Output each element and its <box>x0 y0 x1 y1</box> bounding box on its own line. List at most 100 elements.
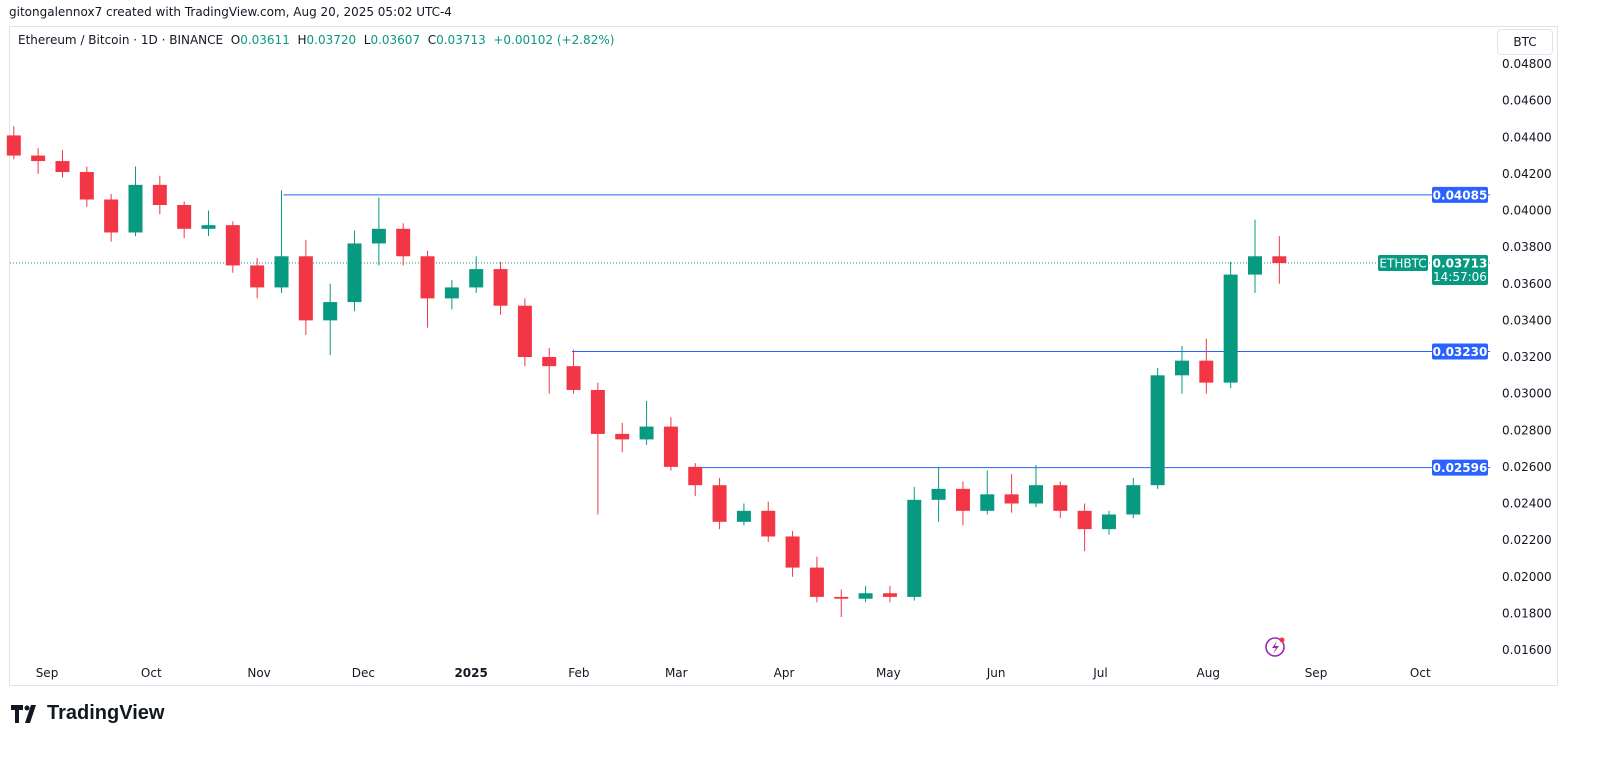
y-tick-label: 0.03200 <box>1502 350 1552 364</box>
candle-body <box>1053 485 1068 511</box>
candle-body <box>396 228 411 257</box>
x-tick-label: Dec <box>352 666 375 680</box>
candle-body <box>566 366 581 390</box>
candle-body <box>420 256 435 299</box>
candle-body <box>1101 514 1116 530</box>
currency-unit-button[interactable]: BTC <box>1497 29 1553 55</box>
chart-credit: gitongalennox7 created with TradingView.… <box>9 5 452 19</box>
candle-body <box>469 269 484 288</box>
candle-body <box>347 243 362 303</box>
x-tick-label: Mar <box>665 666 688 680</box>
level-price-tag <box>1432 343 1488 360</box>
y-tick-label: 0.02600 <box>1502 460 1552 474</box>
y-tick-label: 0.03600 <box>1502 277 1552 291</box>
logo-text: TradingView <box>47 702 165 724</box>
symbol-tag <box>1378 255 1428 272</box>
candle-body <box>834 596 849 599</box>
candle-body <box>31 155 46 162</box>
last-price-label: 0.03713 <box>1433 257 1488 271</box>
x-tick-label: May <box>876 666 901 680</box>
candle-body <box>274 256 289 288</box>
candle-body <box>858 593 873 599</box>
candle-body <box>55 161 70 173</box>
high-value: 0.03720 <box>306 33 357 47</box>
candle-body <box>882 593 897 597</box>
candle-body <box>201 225 216 229</box>
candle-body <box>712 485 727 522</box>
symbol-tag-label: ETHBTC <box>1379 257 1426 271</box>
candle-body <box>1223 274 1238 383</box>
candle-body <box>1199 360 1214 383</box>
y-tick-label: 0.02800 <box>1502 423 1552 437</box>
candle-body <box>298 256 313 321</box>
candle-body <box>1272 256 1287 264</box>
low-label: L <box>363 33 371 47</box>
candle-body <box>1174 360 1189 376</box>
close-label: C <box>427 33 437 47</box>
candle-body <box>493 269 508 306</box>
x-tick-label: Oct <box>1410 666 1431 680</box>
x-tick-label: Sep <box>1305 666 1328 680</box>
candle-body <box>250 265 265 288</box>
candle-body <box>517 305 532 357</box>
level-price-label: 0.04085 <box>1433 188 1488 202</box>
x-tick-label: Sep <box>36 666 59 680</box>
candle-body <box>639 426 654 440</box>
candle-body <box>785 536 800 568</box>
y-tick-label: 0.04400 <box>1502 130 1552 144</box>
level-price-label: 0.03230 <box>1433 345 1488 359</box>
candle-body <box>663 426 678 467</box>
candle-body <box>177 205 192 229</box>
y-tick-label: 0.02200 <box>1502 533 1552 547</box>
candle-body <box>931 488 946 500</box>
candle-body <box>104 199 119 233</box>
symbol-title[interactable]: Ethereum / Bitcoin · 1D · BINANCE <box>18 33 224 47</box>
level-price-tag <box>1432 459 1488 476</box>
chart-frame[interactable] <box>9 26 1558 686</box>
x-tick-label: Oct <box>141 666 162 680</box>
candle-body <box>323 302 338 321</box>
y-tick-label: 0.04800 <box>1502 57 1552 71</box>
y-tick-label: 0.04600 <box>1502 94 1552 108</box>
x-tick-label: Jun <box>986 666 1006 680</box>
candle-body <box>152 184 167 206</box>
candle-body <box>907 499 922 597</box>
open-value: 0.03611 <box>240 33 290 47</box>
x-tick-label: 2025 <box>454 666 487 680</box>
low-value: 0.03607 <box>370 33 421 47</box>
y-tick-label: 0.03400 <box>1502 313 1552 327</box>
close-value: 0.03713 <box>436 33 486 47</box>
candle-body <box>1150 375 1165 486</box>
symbol-legend: Ethereum / Bitcoin · 1D · BINANCE O0.036… <box>18 33 614 47</box>
y-tick-label: 0.02000 <box>1502 570 1552 584</box>
tradingview-logo[interactable]: TradingView <box>11 702 164 725</box>
y-tick-label: 0.03800 <box>1502 240 1552 254</box>
tradingview-logo-icon <box>11 704 36 723</box>
countdown-label: 14:57:06 <box>1433 270 1487 284</box>
candle-body <box>1126 485 1141 515</box>
candle-body <box>615 433 630 440</box>
candle-body <box>1247 256 1262 275</box>
candle-body <box>6 135 21 156</box>
candle-body <box>79 172 94 200</box>
candle-body <box>736 510 751 522</box>
x-tick-label: Feb <box>568 666 589 680</box>
open-label: O <box>230 33 241 47</box>
x-tick-label: Apr <box>774 666 795 680</box>
candle-body <box>1077 510 1092 530</box>
candle-body <box>1004 494 1019 504</box>
last-price-tag <box>1432 255 1488 286</box>
y-tick-label: 0.02400 <box>1502 497 1552 511</box>
candle-body <box>128 184 143 233</box>
y-tick-label: 0.01600 <box>1502 643 1552 657</box>
lightning-icon[interactable] <box>1265 637 1285 657</box>
candle-body <box>371 228 386 244</box>
change-value: +0.00102 (+2.82%) <box>493 33 615 47</box>
y-tick-label: 0.01800 <box>1502 606 1552 620</box>
high-label: H <box>297 33 307 47</box>
candle-body <box>809 567 824 597</box>
x-tick-label: Aug <box>1197 666 1220 680</box>
candle-body <box>688 466 703 486</box>
y-tick-label: 0.03000 <box>1502 387 1552 401</box>
